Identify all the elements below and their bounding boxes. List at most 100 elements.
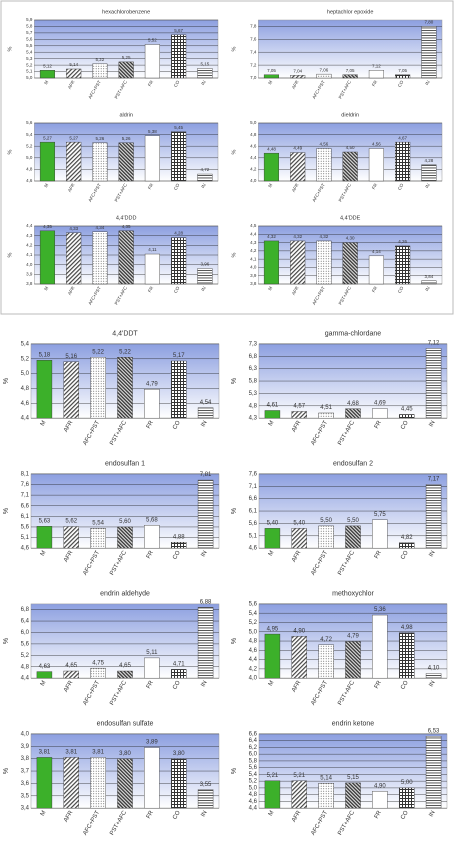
value-label: 4,54 xyxy=(200,400,212,406)
x-tick-label: CO xyxy=(397,182,405,191)
value-label: 5,75 xyxy=(374,512,386,518)
y-tick-label: 5,5 xyxy=(26,43,33,48)
y-tick-label: 4,4 xyxy=(249,806,258,812)
value-label: 4,30 xyxy=(346,236,355,241)
value-label: 5,26 xyxy=(122,136,131,141)
x-tick-label: IN xyxy=(200,810,208,818)
x-tick-label: FR xyxy=(147,182,155,190)
bar xyxy=(92,231,108,285)
value-label: 5,00 xyxy=(401,780,413,786)
x-tick-label: AFR xyxy=(291,79,300,90)
bar xyxy=(345,408,361,419)
x-tick-label: CO xyxy=(172,680,182,691)
value-label: 5,36 xyxy=(374,607,386,613)
y-tick-label: 5,4 xyxy=(21,341,30,347)
x-tick-label: AFR xyxy=(63,679,75,693)
x-tick-label: CO xyxy=(397,79,405,88)
chart-title: endosulfan 2 xyxy=(333,461,373,468)
x-tick-label: FR xyxy=(371,79,379,87)
value-label: 4,48 xyxy=(267,146,276,151)
bar xyxy=(66,141,82,182)
bar xyxy=(171,131,187,182)
bar xyxy=(368,255,384,285)
y-axis-label: % xyxy=(7,252,13,257)
y-tick-label: 4,6 xyxy=(26,178,33,183)
bar xyxy=(90,357,106,419)
y-tick-label: 3,9 xyxy=(21,744,30,750)
value-label: 4,65 xyxy=(65,663,77,669)
bar xyxy=(117,758,133,809)
x-tick-label: PST+AFC xyxy=(337,679,356,706)
y-tick-label: 4,1 xyxy=(26,252,33,257)
x-tick-label: IN xyxy=(200,80,207,86)
y-tick-label: 5,7 xyxy=(26,30,33,35)
value-label: 5,18 xyxy=(39,352,51,358)
bar xyxy=(398,787,415,809)
y-tick-label: 7,6 xyxy=(250,37,257,42)
bar xyxy=(39,230,56,285)
x-tick-label: AFC+PST xyxy=(82,420,101,447)
y-tick-label: 8,1 xyxy=(21,471,30,477)
x-tick-label: IN xyxy=(428,550,436,558)
value-label: 5,40 xyxy=(267,521,279,527)
chart-title: endrin ketone xyxy=(332,721,375,728)
value-label: 4,65 xyxy=(119,663,131,669)
bar xyxy=(197,479,214,549)
y-tick-label: 5,9 xyxy=(26,17,33,22)
value-label: 5,22 xyxy=(96,57,105,62)
bar xyxy=(264,528,281,549)
x-tick-label: PST+AFC xyxy=(338,285,353,306)
y-tick-label: 5,4 xyxy=(249,772,258,778)
y-tick-label: 6,2 xyxy=(249,745,258,751)
x-tick-label: PST+AFC xyxy=(337,419,356,446)
y-tick-label: 7,8 xyxy=(250,24,257,29)
bar xyxy=(144,389,160,419)
x-tick-label: IN xyxy=(424,183,431,189)
x-tick-label: FR xyxy=(147,79,155,87)
value-label: 3,81 xyxy=(92,750,104,756)
bar xyxy=(92,63,108,79)
y-tick-label: 3,5 xyxy=(21,793,30,799)
bar xyxy=(345,782,361,809)
y-tick-label: 5,4 xyxy=(249,611,258,617)
y-axis-label: % xyxy=(231,768,238,774)
y-tick-label: 6,3 xyxy=(249,366,258,372)
x-tick-label: PST+AFC xyxy=(114,285,129,306)
plot-area xyxy=(258,19,443,79)
x-tick-label: AFR xyxy=(291,679,303,693)
y-tick-label: 7,1 xyxy=(249,484,258,490)
y-tick-label: 4,6 xyxy=(250,143,257,148)
bar xyxy=(36,757,53,809)
value-label: 5,68 xyxy=(146,517,158,523)
x-tick-label: AFR xyxy=(291,419,303,433)
x-tick-label: AFC+PST xyxy=(82,680,101,707)
bar xyxy=(291,636,307,679)
value-label: 7,17 xyxy=(428,477,440,483)
y-tick-label: 3,9 xyxy=(26,272,33,277)
y-axis-label: % xyxy=(231,638,238,644)
y-tick-label: 5,2 xyxy=(26,143,33,148)
y-tick-label: 5,2 xyxy=(26,62,33,67)
y-tick-label: 6,0 xyxy=(21,630,30,636)
value-label: 4,88 xyxy=(173,534,185,540)
bar xyxy=(92,142,108,182)
x-tick-label: IN xyxy=(424,80,431,86)
value-label: 4,69 xyxy=(374,401,386,407)
x-tick-label: AFC+PST xyxy=(310,680,329,707)
bar xyxy=(342,242,358,285)
y-tick-label: 7,0 xyxy=(250,75,257,80)
x-tick-label: IN xyxy=(200,183,207,189)
bar xyxy=(398,542,415,549)
x-tick-label: AFR xyxy=(63,419,75,433)
x-tick-label: M xyxy=(43,79,49,85)
x-tick-label: PST+AFC xyxy=(109,419,128,446)
x-tick-label: AFC+PST xyxy=(311,285,326,305)
value-label: 3,80 xyxy=(173,751,185,757)
bar xyxy=(170,360,187,419)
value-label: 5,11 xyxy=(146,650,158,656)
bar xyxy=(66,232,82,285)
value-label: 4,26 xyxy=(398,239,407,244)
value-label: 4,32 xyxy=(293,234,302,239)
bar xyxy=(318,412,334,419)
y-tick-label: 6,6 xyxy=(249,496,258,502)
